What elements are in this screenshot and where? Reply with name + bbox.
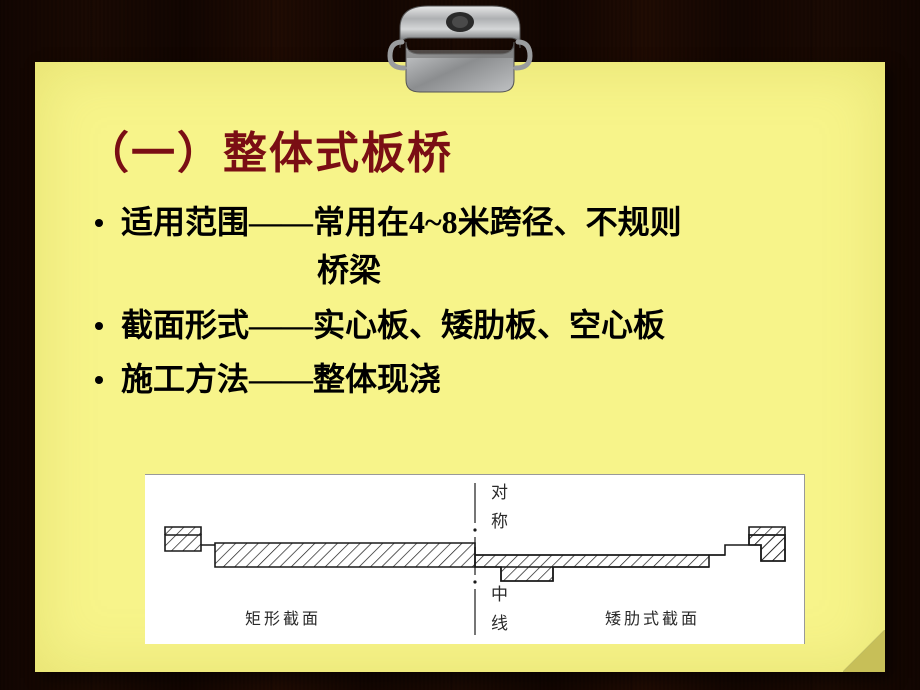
bullet-continuation: 桥梁 [95, 247, 845, 293]
bullet-content: 实心板、矮肋板、空心板 [313, 307, 665, 343]
bullet-item: 适用范围——常用在4~8米跨径、不规则 [95, 199, 845, 245]
bullet-dash: —— [249, 361, 313, 397]
bullet-item: 截面形式——实心板、矮肋板、空心板 [95, 302, 845, 348]
bullet-label: 适用范围 [121, 204, 249, 240]
right-section [475, 527, 785, 581]
left-section [165, 527, 475, 567]
bullet-content: 整体现浇 [313, 361, 441, 397]
bullet-dash: —— [249, 307, 313, 343]
diagram-svg [145, 475, 805, 645]
center-label-top: 对 称 [485, 483, 510, 533]
bullet-text: 施工方法——整体现浇 [121, 356, 845, 402]
bullet-dash: —— [249, 204, 313, 240]
bullet-dot [95, 219, 103, 227]
bullet-text: 适用范围——常用在4~8米跨径、不规则 [121, 199, 845, 245]
bullet-list: 适用范围——常用在4~8米跨径、不规则 桥梁 截面形式——实心板、矮肋板、空心板… [35, 199, 885, 403]
bullet-dot [95, 322, 103, 330]
bullet-label: 截面形式 [121, 307, 249, 343]
bullet-text: 截面形式——实心板、矮肋板、空心板 [121, 302, 845, 348]
sticky-note: （一）整体式板桥 适用范围——常用在4~8米跨径、不规则 桥梁 截面形式——实心… [35, 62, 885, 672]
cross-section-diagram: 对 称 中 线 矩形截面 矮肋式截面 [145, 474, 805, 644]
center-label-bottom: 中 线 [485, 585, 510, 635]
bullet-item: 施工方法——整体现浇 [95, 356, 845, 402]
left-section-label: 矩形截面 [245, 605, 321, 629]
bullet-dot [95, 376, 103, 384]
bullet-content: 常用在4~8米跨径、不规则 [313, 204, 682, 240]
right-section-label: 矮肋式截面 [605, 605, 700, 629]
bullet-label: 施工方法 [121, 361, 249, 397]
binder-clip [370, 0, 550, 105]
